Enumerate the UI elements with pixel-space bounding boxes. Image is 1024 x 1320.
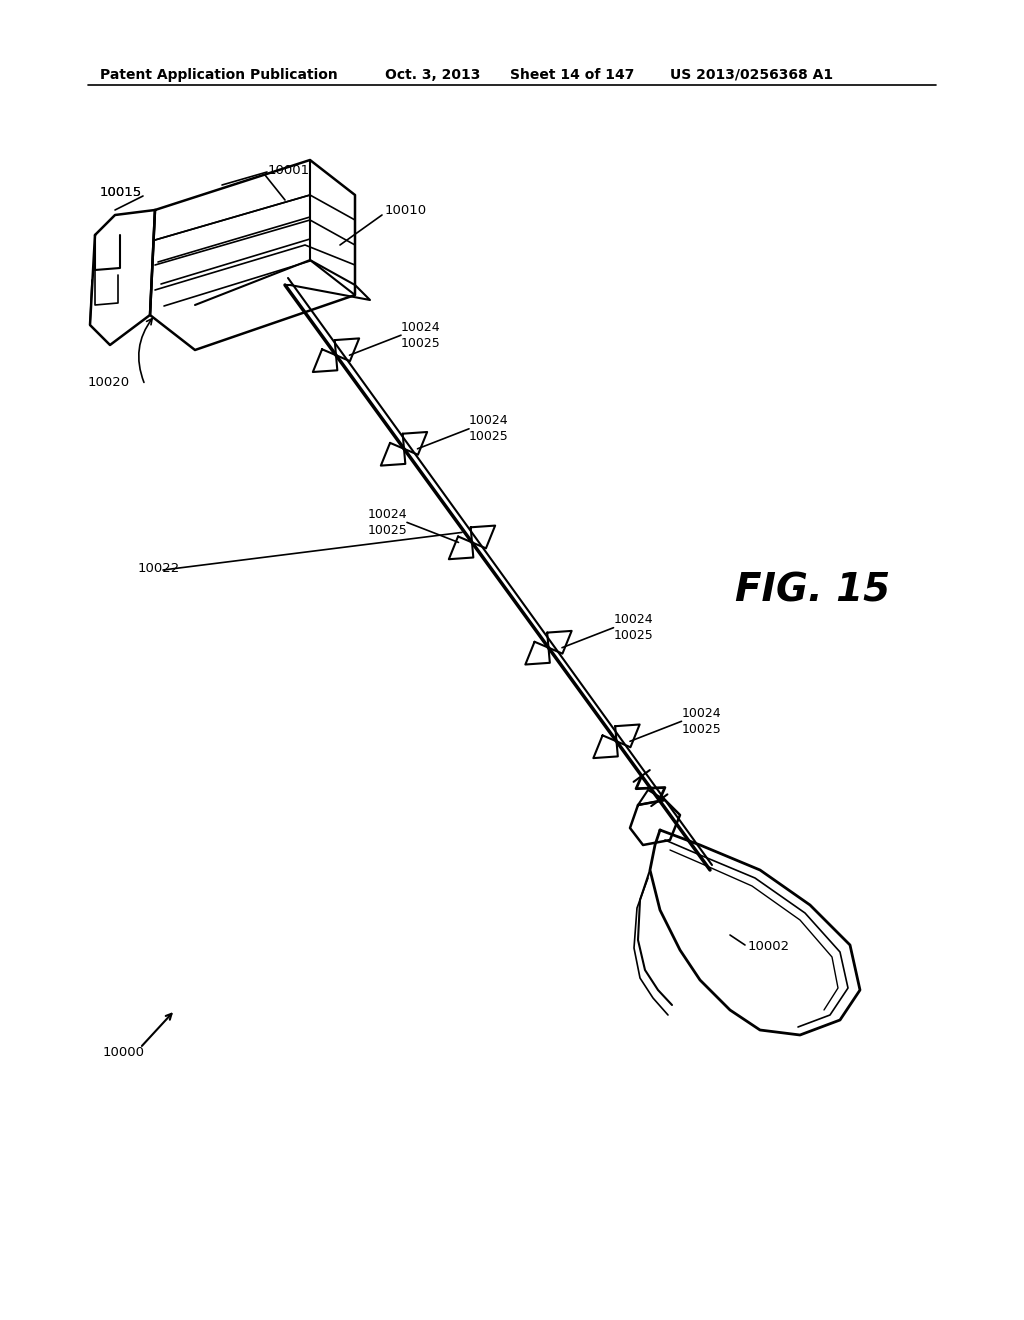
Text: Oct. 3, 2013: Oct. 3, 2013: [385, 69, 480, 82]
Text: 10015: 10015: [100, 186, 142, 199]
Text: 10022: 10022: [138, 561, 180, 574]
Text: 10002: 10002: [748, 940, 791, 953]
Text: Sheet 14 of 147: Sheet 14 of 147: [510, 69, 635, 82]
Text: 10024: 10024: [401, 321, 440, 334]
Text: Patent Application Publication: Patent Application Publication: [100, 69, 338, 82]
Text: US 2013/0256368 A1: US 2013/0256368 A1: [670, 69, 834, 82]
Text: 10010: 10010: [385, 203, 427, 216]
Text: 10024: 10024: [368, 508, 407, 521]
Text: 10020: 10020: [88, 376, 130, 389]
Text: 10024: 10024: [613, 614, 653, 626]
Text: 10015: 10015: [100, 186, 142, 199]
Text: FIG. 15: FIG. 15: [735, 572, 890, 609]
Text: 10024: 10024: [469, 414, 509, 428]
Text: 10025: 10025: [469, 430, 509, 444]
Text: 10025: 10025: [368, 524, 407, 537]
Text: 10025: 10025: [613, 630, 653, 643]
Text: 10025: 10025: [401, 337, 440, 350]
Text: 10000: 10000: [103, 1045, 145, 1059]
Text: 10001: 10001: [268, 164, 310, 177]
Text: 10025: 10025: [682, 723, 721, 735]
Text: 10024: 10024: [682, 706, 721, 719]
